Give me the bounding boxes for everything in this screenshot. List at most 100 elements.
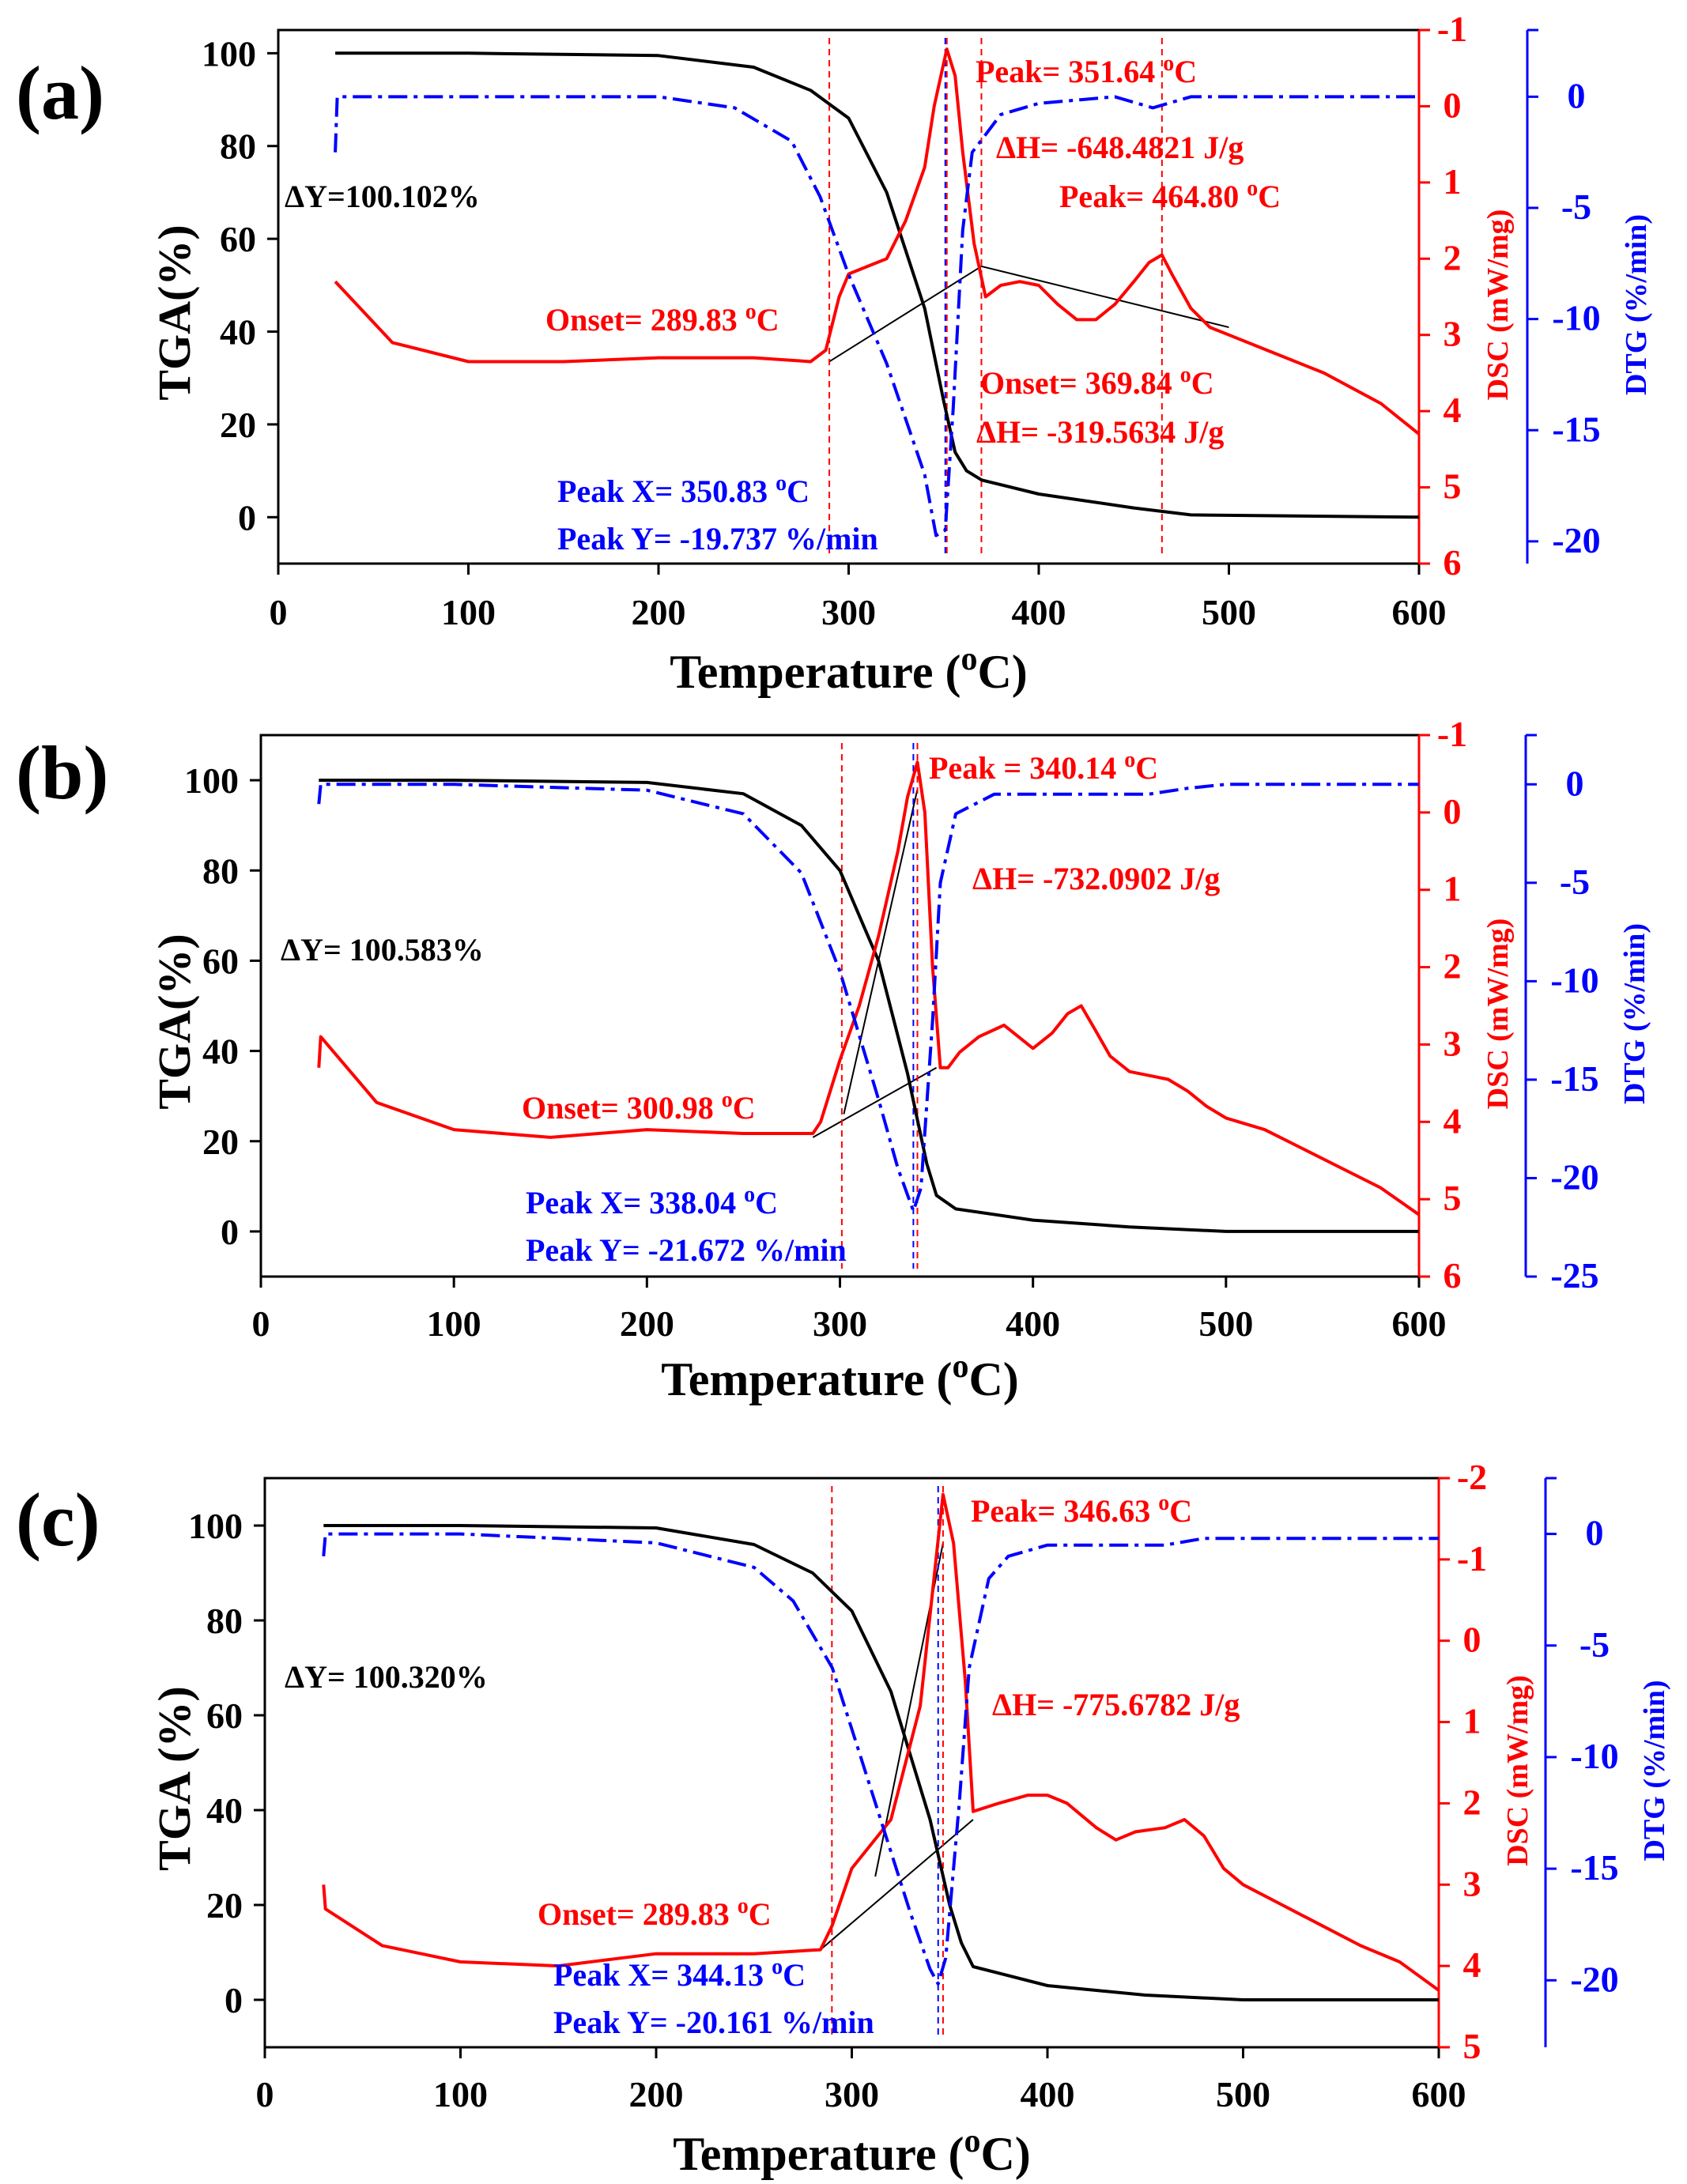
dsc-tick-label: 6 (1444, 542, 1462, 583)
annotation-onset2: Onset= 369.84 oC (980, 363, 1214, 402)
x-tick-label: 600 (1392, 1303, 1447, 1344)
dtg-tick-label: -10 (1550, 960, 1598, 1000)
dtg-tick-label: -15 (1550, 1058, 1598, 1099)
dsc-baseline (828, 266, 982, 363)
plot-frame (263, 1477, 1440, 2049)
x-tick-label: 300 (821, 592, 876, 632)
dtg-axis-label: DTG (%/min) (1618, 923, 1651, 1104)
x-tick-label: 100 (441, 592, 496, 632)
dtg-tick-label: -20 (1550, 1156, 1598, 1197)
dtg-tick-label: 0 (1566, 763, 1584, 803)
annotation-peak-x: Peak X= 344.13 oC (553, 1955, 806, 1994)
x-tick-label: 100 (433, 2074, 488, 2114)
x-axis-label: Temperature (oC) (673, 2123, 1031, 2180)
dsc-tick-label: 6 (1444, 1255, 1462, 1296)
annotation-peak1: Peak= 351.64 oC (976, 51, 1197, 90)
panel-label: (b) (16, 730, 108, 815)
annotation-delta-y: ΔY= 100.583% (281, 932, 484, 968)
x-axis-label: Temperature (oC) (670, 641, 1028, 698)
y-tick-label: 60 (206, 1696, 243, 1736)
dtg-tick-label: -10 (1552, 298, 1600, 338)
dsc-tick-label: 5 (1444, 466, 1462, 507)
annotation-onset1: Onset= 289.83 oC (545, 300, 779, 338)
dsc-tick-label: 2 (1463, 1782, 1481, 1822)
y-tick-label: 80 (206, 1601, 243, 1641)
annotation-delta-y: ΔY= 100.320% (285, 1659, 488, 1695)
annotation-delta-y: ΔY=100.102% (285, 179, 480, 214)
dsc-baseline (981, 265, 1229, 329)
y-tick-label: 100 (188, 1506, 243, 1546)
y-tick-label: 40 (206, 1790, 243, 1831)
dsc-baseline (820, 1819, 974, 1951)
dsc-tick-label: 4 (1444, 1100, 1462, 1141)
dsc-tick-label: 2 (1444, 237, 1462, 277)
dtg-tick-label: -5 (1561, 187, 1591, 227)
x-tick-label: 400 (1012, 592, 1066, 632)
x-tick-label: 200 (620, 1303, 674, 1344)
dtg-tick-label: -5 (1579, 1624, 1610, 1665)
annotation-peak-y: Peak Y= -20.161 %/min (553, 2005, 874, 2040)
x-tick-label: 0 (270, 592, 288, 632)
y-tick-label: 80 (202, 851, 239, 891)
dsc-tick-label: 1 (1444, 869, 1462, 909)
annotation-dh2: ΔH= -319.5634 J/g (976, 414, 1224, 450)
x-tick-label: 600 (1412, 2074, 1466, 2114)
dtg-tick-label: -20 (1570, 1959, 1618, 1999)
y-axis-label: TGA(%) (149, 224, 200, 400)
x-tick-label: 100 (427, 1303, 481, 1344)
dtg-axis-label: DTG (%/min) (1620, 214, 1653, 395)
dsc-baseline (843, 789, 919, 1115)
dsc-tick-label: -1 (1437, 9, 1467, 49)
annotation-dh1: ΔH= -775.6782 J/g (992, 1687, 1240, 1722)
annotation-peak-y: Peak Y= -21.672 %/min (526, 1232, 847, 1268)
x-tick-label: 600 (1392, 592, 1447, 632)
dtg-tick-label: -25 (1550, 1255, 1598, 1296)
y-tick-label: 20 (202, 1122, 239, 1162)
dtg-tick-label: 0 (1568, 75, 1586, 115)
dsc-tick-label: 5 (1444, 1178, 1462, 1218)
dsc-tick-label: 0 (1444, 791, 1462, 832)
dsc-tick-label: 3 (1463, 1863, 1481, 1903)
dsc-tick-label: 0 (1463, 1620, 1481, 1660)
dtg-series-line (322, 1532, 1439, 1986)
dsc-tick-label: 1 (1444, 161, 1462, 202)
tga-series-line (335, 51, 1420, 519)
y-axis-label: TGA(%) (149, 934, 200, 1109)
dtg-tick-label: -15 (1570, 1847, 1618, 1888)
annotation-onset1: Onset= 289.83 oC (538, 1894, 772, 1933)
x-tick-label: 0 (256, 2074, 274, 2114)
x-tick-label: 500 (1198, 1303, 1253, 1344)
annotation-peak1: Peak= 346.63 oC (971, 1491, 1192, 1530)
dsc-tick-label: 3 (1444, 1023, 1462, 1063)
dsc-series-line (334, 47, 1421, 436)
dsc-tick-label: 3 (1444, 314, 1462, 354)
annotation-peak-x: Peak X= 350.83 oC (557, 471, 810, 510)
x-tick-label: 500 (1216, 2074, 1270, 2114)
y-tick-label: 0 (225, 1980, 243, 2020)
dtg-tick-label: -15 (1552, 409, 1600, 449)
x-tick-label: 300 (813, 1303, 867, 1344)
panel-label: (a) (16, 51, 104, 135)
y-tick-label: 40 (220, 312, 256, 353)
dsc-tick-label: 0 (1444, 85, 1462, 125)
annotation-peak-x: Peak X= 338.04 oC (526, 1183, 778, 1221)
plot-frame (259, 734, 1421, 1278)
x-tick-label: 500 (1202, 592, 1256, 632)
y-tick-label: 60 (220, 219, 256, 259)
y-tick-label: 20 (220, 405, 256, 445)
dtg-series-line (317, 783, 1419, 1213)
annotation-peak-y: Peak Y= -19.737 %/min (557, 521, 878, 556)
annotation-dh1: ΔH= -732.0902 J/g (972, 861, 1220, 896)
dsc-tick-label: -1 (1457, 1538, 1487, 1579)
dsc-baseline (812, 1066, 938, 1138)
dtg-axis-label: DTG (%/min) (1638, 1680, 1671, 1861)
annotation-onset1: Onset= 300.98 oC (522, 1088, 756, 1126)
dsc-tick-label: 4 (1463, 1944, 1481, 1985)
dtg-tick-label: -20 (1552, 520, 1600, 560)
dsc-axis-label: DSC (mW/mg) (1481, 209, 1515, 401)
dtg-tick-label: -10 (1570, 1736, 1618, 1776)
y-tick-label: 60 (202, 941, 239, 981)
y-tick-label: 0 (221, 1212, 239, 1252)
tga-series-line (319, 779, 1419, 1233)
